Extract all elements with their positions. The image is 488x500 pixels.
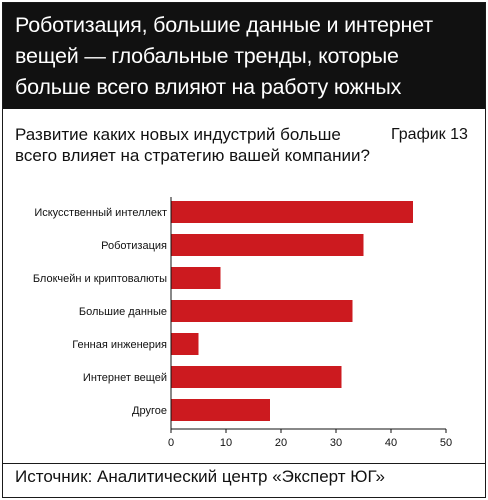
category-label: Большие данные bbox=[79, 306, 167, 318]
category-label: Другое bbox=[132, 405, 167, 417]
x-tick-label: 20 bbox=[275, 437, 287, 449]
chart-question: Развитие каких новых индустрий больше вс… bbox=[15, 125, 370, 165]
x-tick-label: 40 bbox=[385, 437, 397, 449]
bar bbox=[171, 366, 342, 388]
category-label: Роботизация bbox=[101, 240, 167, 252]
source-note: Источник: Аналитический центр «Эксперт Ю… bbox=[15, 467, 385, 486]
bar bbox=[171, 333, 199, 355]
x-tick-label: 30 bbox=[330, 437, 342, 449]
headline: Роботизация, большие данные и интернет в… bbox=[15, 13, 433, 130]
header-banner: Роботизация, большие данные и интернет в… bbox=[3, 3, 485, 130]
footer-divider bbox=[3, 463, 485, 464]
x-tick-label: 0 bbox=[168, 437, 174, 449]
bar bbox=[171, 234, 364, 256]
bar bbox=[171, 399, 270, 421]
x-tick-label: 10 bbox=[220, 437, 232, 449]
category-label: Искусственный интеллект bbox=[34, 207, 167, 219]
category-label: Интернет вещей bbox=[83, 372, 167, 384]
bar bbox=[171, 201, 413, 223]
bar bbox=[171, 300, 353, 322]
category-label: Генная инженерия bbox=[72, 339, 167, 351]
graph-number-label: График 13 bbox=[391, 126, 468, 143]
x-tick-label: 50 bbox=[440, 437, 452, 449]
bar bbox=[171, 267, 221, 289]
bar-chart: Искусственный интеллект Роботизация Блокче… bbox=[33, 197, 452, 449]
category-label: Блокчейн и криптовалюты bbox=[33, 273, 167, 285]
